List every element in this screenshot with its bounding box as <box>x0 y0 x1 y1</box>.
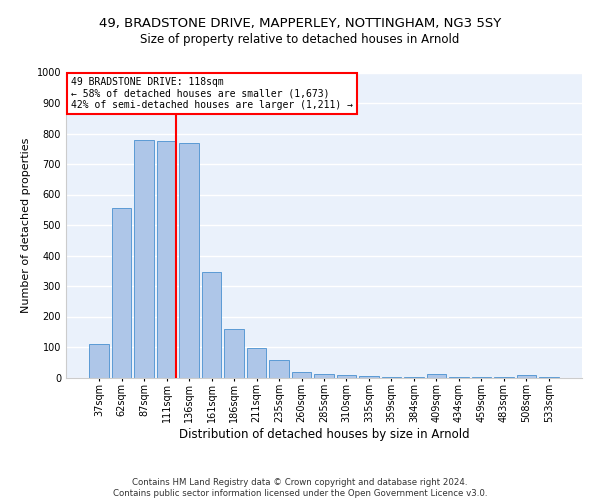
X-axis label: Distribution of detached houses by size in Arnold: Distribution of detached houses by size … <box>179 428 469 441</box>
Bar <box>382 377 401 378</box>
Bar <box>247 348 266 378</box>
Bar <box>427 374 446 378</box>
Bar <box>517 375 536 378</box>
Bar <box>539 377 559 378</box>
Text: Contains HM Land Registry data © Crown copyright and database right 2024.
Contai: Contains HM Land Registry data © Crown c… <box>113 478 487 498</box>
Y-axis label: Number of detached properties: Number of detached properties <box>21 138 31 312</box>
Bar <box>359 376 379 378</box>
Bar <box>269 360 289 378</box>
Bar <box>314 374 334 378</box>
Bar <box>89 344 109 378</box>
Text: 49, BRADSTONE DRIVE, MAPPERLEY, NOTTINGHAM, NG3 5SY: 49, BRADSTONE DRIVE, MAPPERLEY, NOTTINGH… <box>99 18 501 30</box>
Text: Size of property relative to detached houses in Arnold: Size of property relative to detached ho… <box>140 32 460 46</box>
Bar <box>157 141 176 378</box>
Text: 49 BRADSTONE DRIVE: 118sqm
← 58% of detached houses are smaller (1,673)
42% of s: 49 BRADSTONE DRIVE: 118sqm ← 58% of deta… <box>71 77 353 110</box>
Bar <box>202 272 221 378</box>
Bar <box>404 377 424 378</box>
Bar <box>134 140 154 378</box>
Bar <box>337 375 356 378</box>
Bar <box>224 328 244 378</box>
Bar <box>112 208 131 378</box>
Bar <box>292 372 311 378</box>
Bar <box>179 142 199 378</box>
